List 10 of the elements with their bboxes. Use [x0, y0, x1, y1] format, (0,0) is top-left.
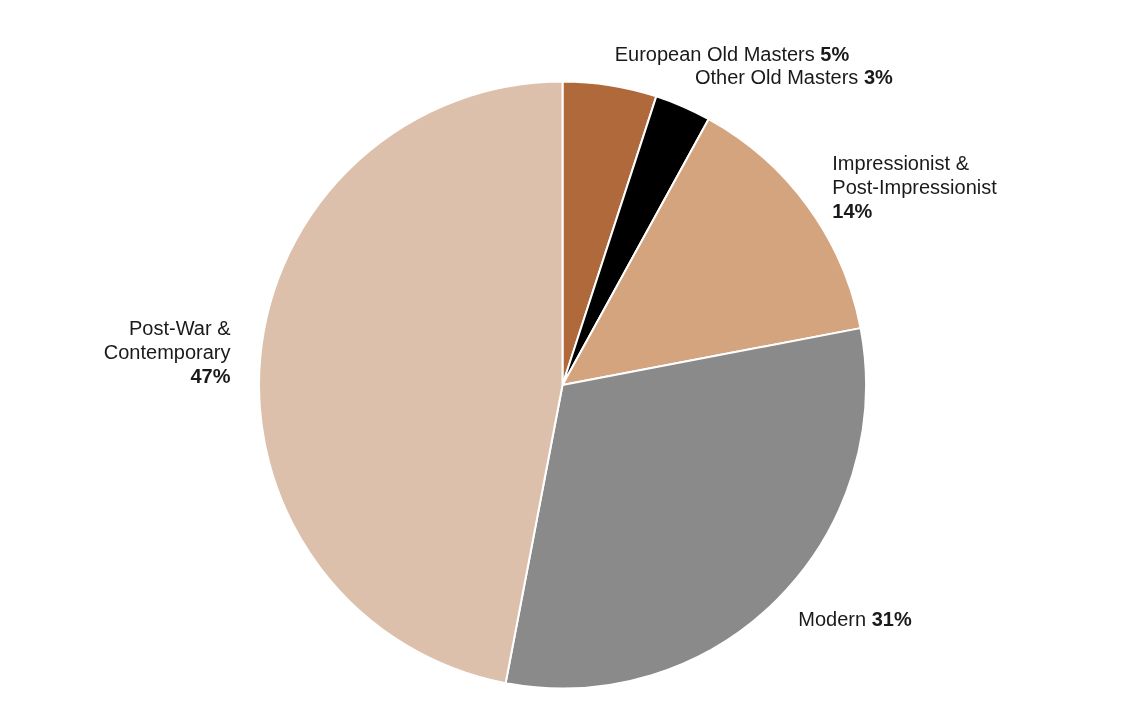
slice-label: Other Old Masters [694, 66, 864, 89]
data-label: 3% [863, 66, 894, 89]
slice-label: Modern [798, 608, 872, 631]
data-label: 31% [871, 608, 912, 631]
slice-label: Post-War & Contemporary [103, 317, 232, 364]
slice-label: European Old Masters [614, 43, 821, 66]
data-label: 5% [820, 43, 850, 66]
data-label: 47% [190, 365, 231, 388]
slice-label: Impressionist & Post-Impressionist [832, 152, 998, 199]
data-label: 14% [832, 200, 873, 223]
